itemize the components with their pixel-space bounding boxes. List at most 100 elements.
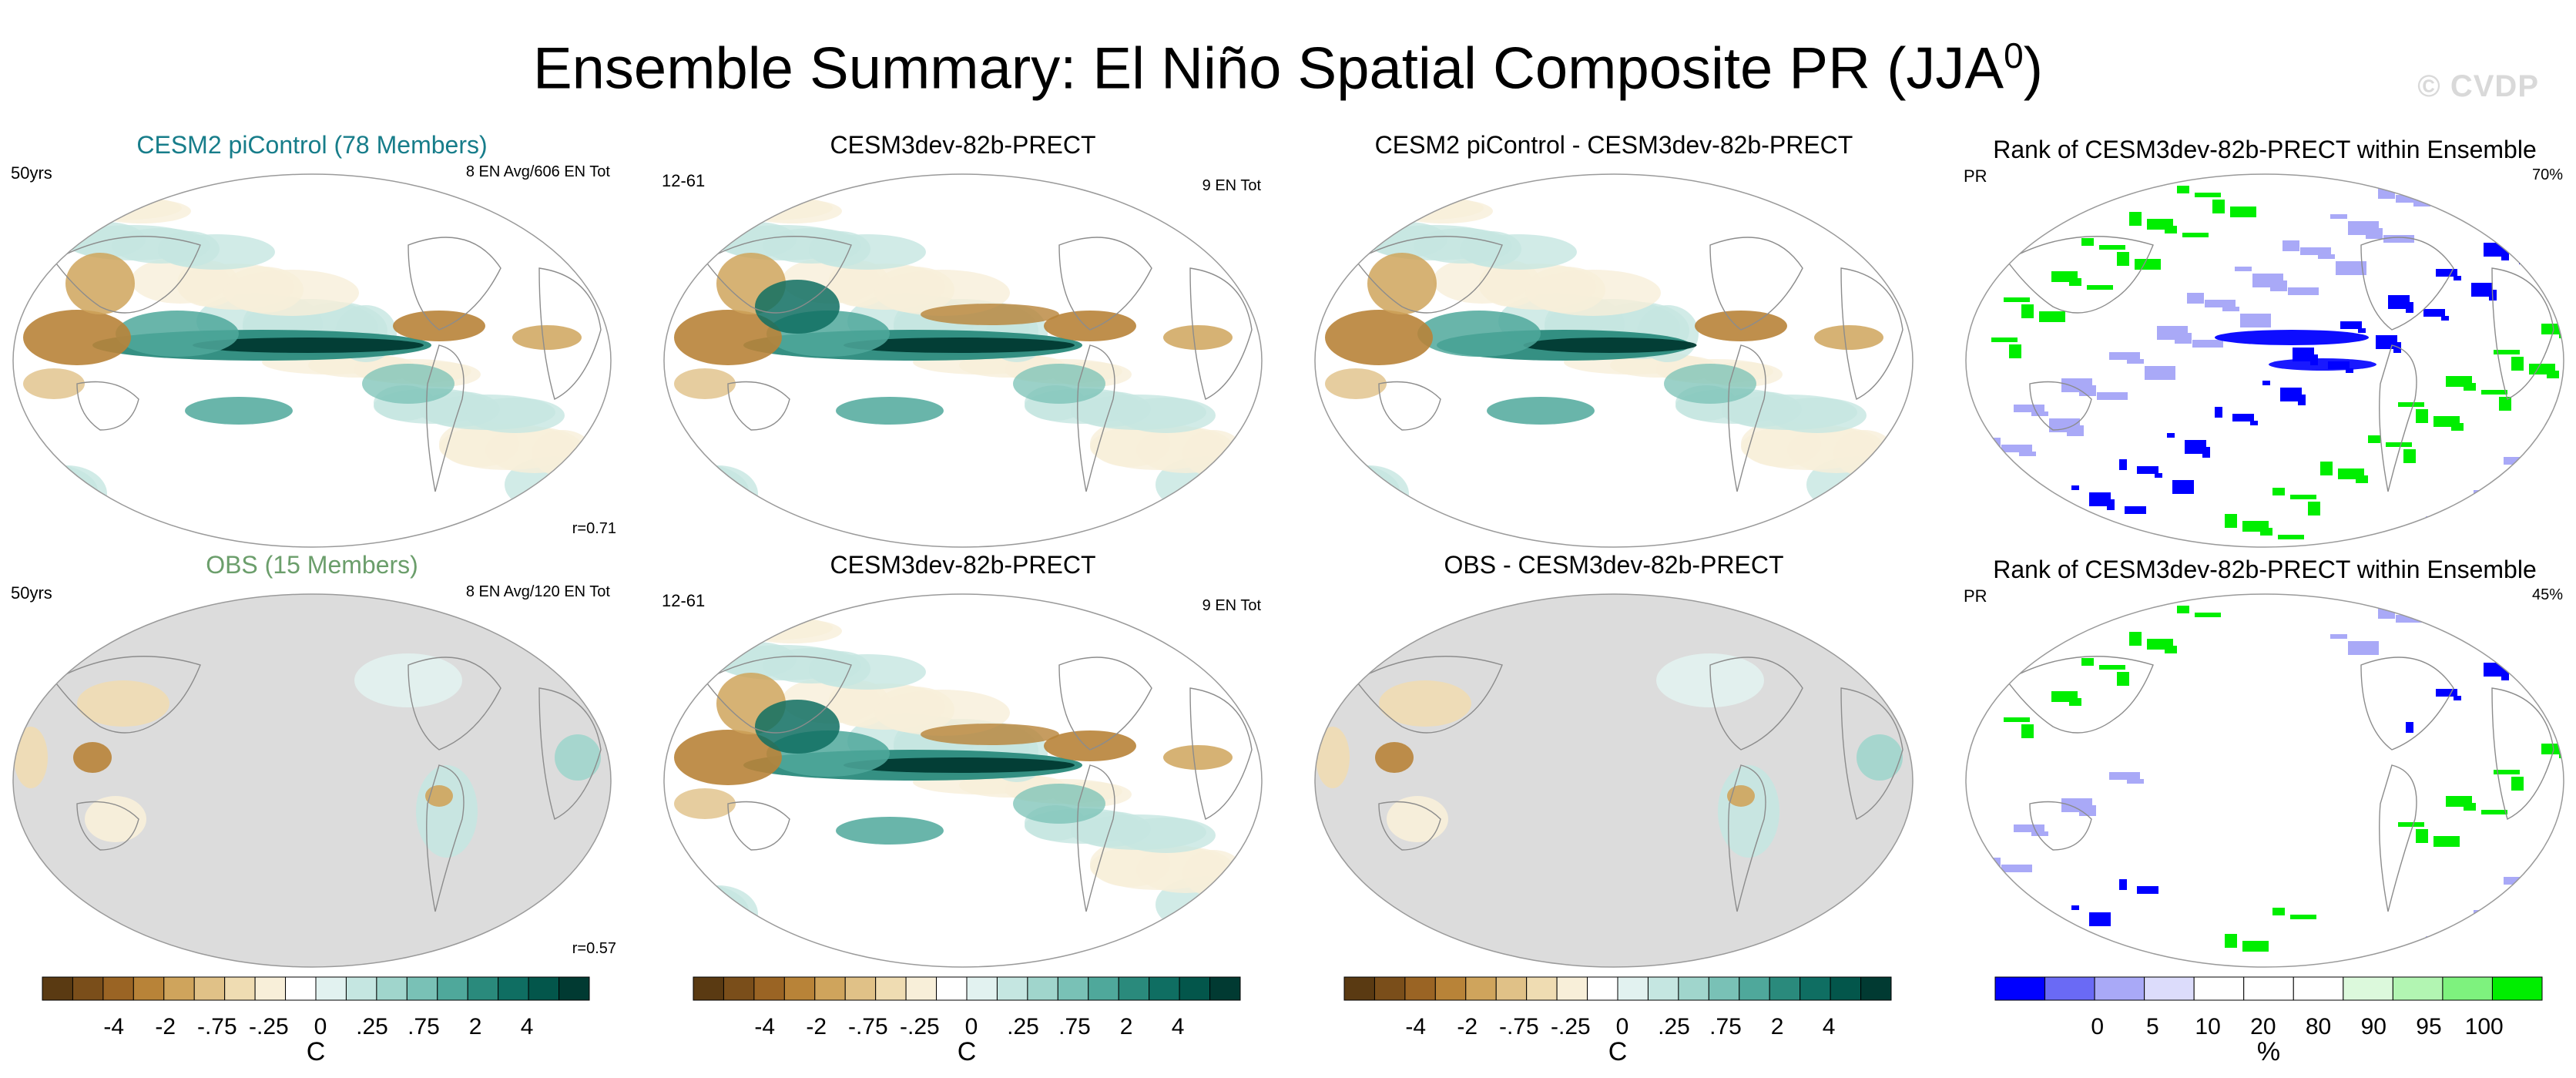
rank-cell bbox=[2021, 304, 2034, 318]
coastline bbox=[2491, 267, 2554, 401]
rank-cell bbox=[2464, 383, 2476, 391]
rank-cell bbox=[2272, 488, 2285, 495]
colorbar-tick-label: -.25 bbox=[249, 1014, 289, 1039]
rank-cell bbox=[2481, 810, 2507, 814]
rank-cell bbox=[2041, 519, 2063, 526]
colorbar-composite-1: -4 -2 -.75 -.25 0 .25 .75 2 4 C bbox=[42, 976, 590, 1065]
rank-cell bbox=[2348, 641, 2379, 655]
colorbar-tick-label: -.75 bbox=[197, 1014, 237, 1039]
coastline bbox=[1378, 801, 1441, 851]
rank-cell bbox=[2330, 634, 2347, 639]
map-border bbox=[12, 593, 612, 968]
rank-cell bbox=[1994, 610, 2015, 624]
colorbar-swatch bbox=[315, 976, 347, 1001]
anomaly-blob bbox=[1367, 253, 1437, 314]
colorbar-swatch bbox=[224, 976, 256, 1001]
colorbar-swatch bbox=[2392, 976, 2444, 1001]
rank-cell bbox=[2481, 390, 2507, 395]
rank-cell bbox=[2119, 459, 2127, 470]
colorbar-swatch bbox=[2193, 976, 2245, 1001]
rank-cell bbox=[2491, 917, 2522, 925]
colorbar-tick-label: 2 bbox=[1771, 1014, 1784, 1039]
rank-cell bbox=[2509, 504, 2526, 509]
colorbar-swatch bbox=[254, 976, 287, 1001]
colorbar-tick-label: -2 bbox=[1457, 1014, 1478, 1039]
coastline bbox=[2379, 344, 2417, 492]
anomaly-blob bbox=[674, 788, 736, 819]
coastline bbox=[1189, 687, 1253, 821]
rank-cell bbox=[2099, 245, 2125, 250]
map-border bbox=[12, 173, 612, 548]
rank-cell bbox=[2107, 499, 2115, 510]
map-border bbox=[1965, 173, 2564, 548]
rank-cell bbox=[2081, 238, 2094, 246]
colorbar-tick-label: 0 bbox=[965, 1014, 978, 1039]
anomaly-blob bbox=[23, 310, 131, 365]
rank-cell bbox=[2182, 233, 2209, 237]
panel-variable: PR bbox=[1964, 166, 1987, 186]
rank-cell bbox=[2494, 770, 2520, 774]
anomaly-blob bbox=[1375, 742, 1414, 773]
colorbar-swatch bbox=[1617, 976, 1649, 1001]
panel-rank-percent: 45% bbox=[2531, 586, 2563, 603]
rank-cell bbox=[2059, 945, 2067, 950]
rank-cell bbox=[2059, 526, 2067, 530]
anomaly-blob bbox=[1853, 459, 1913, 516]
rank-cell bbox=[2290, 495, 2316, 499]
rank-cell bbox=[2230, 207, 2256, 217]
coastline bbox=[1058, 657, 1152, 751]
rank-cell bbox=[2378, 188, 2395, 199]
rank-cell bbox=[2396, 615, 2427, 623]
anomaly-blob bbox=[809, 234, 926, 270]
rank-cell bbox=[2202, 447, 2210, 458]
anomaly-blob bbox=[425, 785, 453, 807]
anomaly-blob bbox=[1316, 727, 1350, 788]
anomaly-blob bbox=[1117, 818, 1216, 853]
rank-cell bbox=[2461, 530, 2478, 541]
rank-cell bbox=[2308, 502, 2320, 515]
coastline bbox=[1840, 267, 1903, 401]
rank-cell bbox=[2330, 214, 2347, 219]
colorbar-tick-label: 4 bbox=[1823, 1014, 1836, 1039]
anomaly-blob bbox=[743, 619, 842, 643]
rank-cell bbox=[2549, 643, 2557, 648]
rank-cell bbox=[2521, 464, 2538, 468]
coastline bbox=[2029, 801, 2092, 851]
map-cesm2-picontrol bbox=[12, 173, 612, 548]
rank-cell bbox=[2079, 385, 2096, 396]
coastline bbox=[426, 764, 465, 912]
rank-cell bbox=[2441, 316, 2449, 321]
anomaly-blob bbox=[743, 199, 842, 223]
rank-cell bbox=[1981, 230, 2003, 244]
rank-cell bbox=[2336, 261, 2366, 275]
panel-title: CESM2 piControl (78 Members) bbox=[136, 131, 488, 159]
rank-cell bbox=[2557, 478, 2564, 489]
rank-cell bbox=[2071, 905, 2079, 910]
anomaly-blob bbox=[555, 734, 601, 781]
coastline bbox=[1378, 381, 1441, 431]
rank-cell bbox=[2494, 350, 2520, 354]
rank-cell bbox=[2242, 941, 2269, 952]
rank-cell bbox=[2185, 440, 2206, 454]
rank-cell bbox=[2039, 311, 2065, 322]
rank-cell bbox=[2119, 879, 2127, 890]
rank-cell bbox=[2250, 421, 2258, 425]
rank-cell bbox=[2356, 475, 2368, 483]
colorbar-tick-label: -4 bbox=[754, 1014, 775, 1039]
anomaly-blob bbox=[362, 364, 454, 404]
rank-cell bbox=[2340, 321, 2362, 329]
rank-cell bbox=[2541, 744, 2564, 754]
colorbar-tick-label: -2 bbox=[806, 1014, 827, 1039]
colorbar-tick-label: 5 bbox=[2146, 1014, 2159, 1039]
rank-cell bbox=[2280, 388, 2302, 401]
pattern-correlation: r=0.57 bbox=[572, 940, 616, 957]
anomaly-blob bbox=[664, 606, 713, 631]
rank-cell bbox=[2089, 492, 2111, 506]
coastline bbox=[76, 381, 139, 431]
colorbar-swatch bbox=[345, 976, 377, 1001]
rank-cell bbox=[2167, 433, 2175, 438]
rank-cell bbox=[2024, 932, 2031, 942]
rank-cell bbox=[2444, 943, 2474, 957]
panel-obs-minus-cesm3dev: OBS - CESM3dev-82b-PRECT bbox=[1310, 551, 1918, 968]
colorbar-composite-3: -4 -2 -.75 -.25 0 .25 .75 2 4 C bbox=[1343, 976, 1892, 1065]
